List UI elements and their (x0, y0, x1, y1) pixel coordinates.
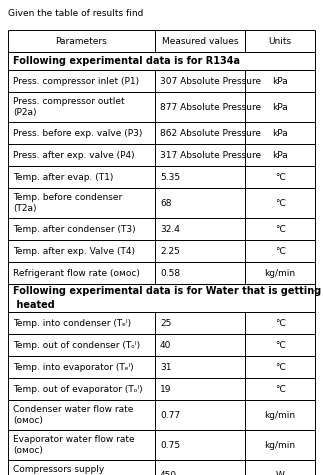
Text: kg/min: kg/min (265, 268, 296, 277)
Text: °C: °C (275, 384, 286, 393)
Text: Temp. after condenser (T3): Temp. after condenser (T3) (13, 225, 136, 234)
Text: °C: °C (275, 247, 286, 256)
Text: 317 Absolute Pressure: 317 Absolute Pressure (160, 151, 261, 160)
Text: °C: °C (275, 225, 286, 234)
Text: Following experimental data is for R134a: Following experimental data is for R134a (13, 56, 240, 66)
Text: Press. compressor outlet
(P2a): Press. compressor outlet (P2a) (13, 97, 125, 117)
Text: 0.58: 0.58 (160, 268, 180, 277)
Text: Temp. out of evaporator (Tₒᴵ): Temp. out of evaporator (Tₒᴵ) (13, 384, 143, 393)
Text: Temp. into evaporator (Tₑᴵ): Temp. into evaporator (Tₑᴵ) (13, 362, 134, 371)
Text: °C: °C (275, 199, 286, 208)
Text: Measured values: Measured values (162, 37, 238, 46)
Text: 31: 31 (160, 362, 172, 371)
Text: 40: 40 (160, 341, 172, 350)
Text: Evaporator water flow rate
(ᴏᴍᴏᴄ): Evaporator water flow rate (ᴏᴍᴏᴄ) (13, 435, 135, 455)
Text: 0.77: 0.77 (160, 410, 180, 419)
Text: Following experimental data is for Water that is getting chilled or: Following experimental data is for Water… (13, 286, 323, 296)
Text: Refrigerant flow rate (ᴏᴍᴏᴄ): Refrigerant flow rate (ᴏᴍᴏᴄ) (13, 268, 140, 277)
Text: kg/min: kg/min (265, 440, 296, 449)
Text: Temp. before condenser
(T2a): Temp. before condenser (T2a) (13, 193, 122, 213)
Text: 450: 450 (160, 471, 177, 475)
Text: 32.4: 32.4 (160, 225, 180, 234)
Text: 68: 68 (160, 199, 172, 208)
Text: Temp. into condenser (Tₑᴵ): Temp. into condenser (Tₑᴵ) (13, 319, 131, 327)
Text: °C: °C (275, 341, 286, 350)
Text: °C: °C (275, 319, 286, 327)
Text: Temp. after exp. Valve (T4): Temp. after exp. Valve (T4) (13, 247, 135, 256)
Text: Press. compressor inlet (P1): Press. compressor inlet (P1) (13, 76, 139, 86)
Text: Compressors supply
electrical power: Compressors supply electrical power (13, 465, 104, 475)
Text: kg/min: kg/min (265, 410, 296, 419)
Text: 862 Absolute Pressure: 862 Absolute Pressure (160, 129, 261, 137)
Text: Temp. out of condenser (Tₒᴵ): Temp. out of condenser (Tₒᴵ) (13, 341, 140, 350)
Text: kPa: kPa (272, 103, 288, 112)
Text: W: W (276, 471, 285, 475)
Text: kPa: kPa (272, 129, 288, 137)
Text: Parameters: Parameters (56, 37, 107, 46)
Text: 0.75: 0.75 (160, 440, 180, 449)
Text: Given the table of results find: Given the table of results find (8, 10, 143, 19)
Text: kPa: kPa (272, 76, 288, 86)
Text: Temp. after evap. (T1): Temp. after evap. (T1) (13, 172, 113, 181)
Text: kPa: kPa (272, 151, 288, 160)
Text: Condenser water flow rate
(ᴏᴍᴏᴄ): Condenser water flow rate (ᴏᴍᴏᴄ) (13, 405, 133, 425)
Text: Units: Units (268, 37, 292, 46)
Text: Press. before exp. valve (P3): Press. before exp. valve (P3) (13, 129, 142, 137)
Text: 25: 25 (160, 319, 172, 327)
Text: 5.35: 5.35 (160, 172, 180, 181)
Text: 2.25: 2.25 (160, 247, 180, 256)
Text: 307 Absolute Pressure: 307 Absolute Pressure (160, 76, 261, 86)
Text: 19: 19 (160, 384, 172, 393)
Text: °C: °C (275, 362, 286, 371)
Text: Press. after exp. valve (P4): Press. after exp. valve (P4) (13, 151, 135, 160)
Text: 877 Absolute Pressure: 877 Absolute Pressure (160, 103, 261, 112)
Text: heated: heated (13, 300, 55, 310)
Text: °C: °C (275, 172, 286, 181)
